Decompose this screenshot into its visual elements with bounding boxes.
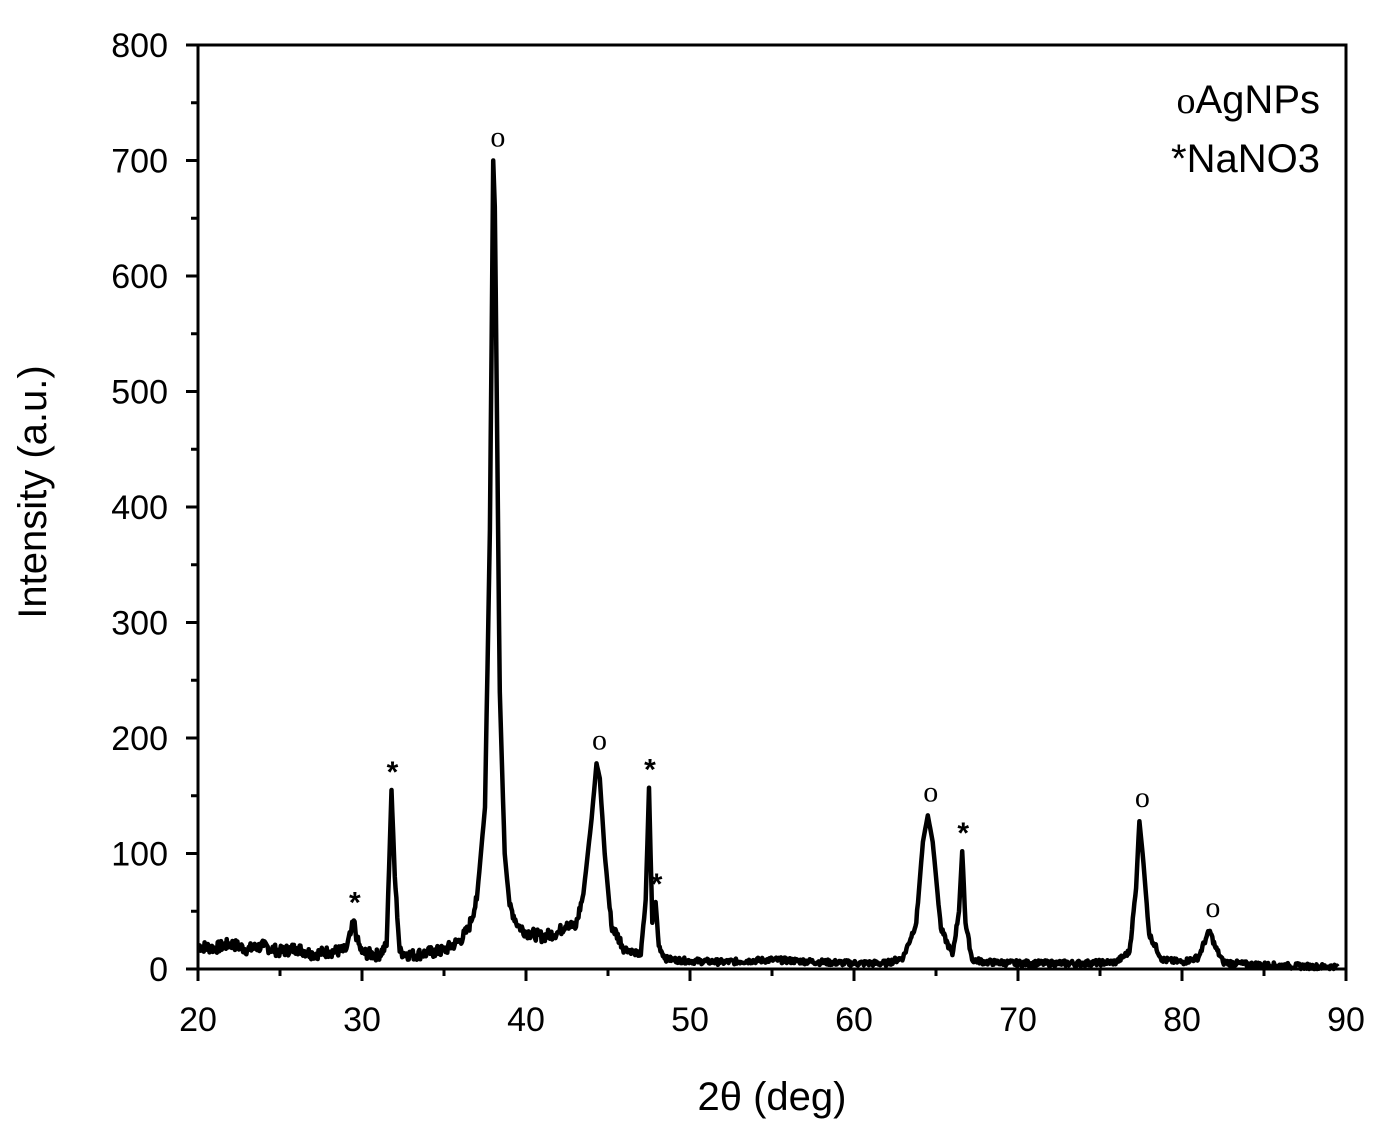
y-tick-label: 400: [111, 489, 168, 527]
plot-data: [196, 158, 1340, 972]
nano3-peak-marker: *: [349, 886, 361, 919]
legend-symbol-circle: o: [1177, 80, 1196, 122]
y-tick-label: 300: [111, 605, 168, 643]
x-tick-label: 30: [343, 1001, 381, 1039]
y-axis-title: Intensity (a.u.): [11, 365, 55, 618]
x-tick-label: 90: [1327, 1001, 1365, 1039]
nano3-peak-marker: *: [387, 756, 399, 789]
agnps-peak-marker: o: [592, 723, 607, 756]
x-tick-label: 40: [507, 1001, 545, 1039]
legend-label-agnps: AgNPs: [1196, 78, 1321, 122]
y-tick-label: 600: [111, 258, 168, 296]
nano3-peak-marker: *: [957, 817, 969, 850]
legend-label-nano3: NaNO3: [1187, 137, 1320, 181]
legend-entry-agnps: oAgNPs: [1177, 78, 1321, 122]
y-tick-label: 200: [111, 720, 168, 758]
y-tick-label: 0: [149, 951, 168, 989]
axis-ticks: [186, 43, 1348, 981]
agnps-peak-marker: o: [490, 121, 505, 154]
agnps-peak-marker: o: [1135, 781, 1150, 814]
x-axis-title: 2θ (deg): [698, 1075, 847, 1119]
x-tick-label: 20: [179, 1001, 217, 1039]
agnps-peak-marker: o: [1205, 891, 1220, 924]
y-tick-label: 500: [111, 374, 168, 412]
agnps-peak-marker: o: [923, 775, 938, 808]
y-tick-label: 100: [111, 836, 168, 874]
nano3-peak-marker: *: [644, 754, 656, 787]
y-tick-label: 800: [111, 27, 168, 65]
legend-symbol-star: *: [1171, 137, 1187, 181]
nano3-peak-marker: *: [651, 868, 663, 901]
xrd-series-line: [196, 158, 1340, 972]
tick-labels: 20 30 40 50 60 70 80 90 0 100 200 300 400 500 600 700 80…: [111, 27, 1365, 1039]
y-tick-label: 700: [111, 143, 168, 181]
legend-entry-nano3: *NaNO3: [1171, 137, 1320, 181]
peak-markers: * * o o * * o * o o: [349, 121, 1220, 924]
x-tick-label: 70: [999, 1001, 1037, 1039]
x-tick-label: 80: [1163, 1001, 1201, 1039]
legend: oAgNPs *NaNO3: [1171, 78, 1320, 181]
x-tick-label: 60: [835, 1001, 873, 1039]
plot-frame: [196, 43, 1348, 971]
x-tick-label: 50: [671, 1001, 709, 1039]
